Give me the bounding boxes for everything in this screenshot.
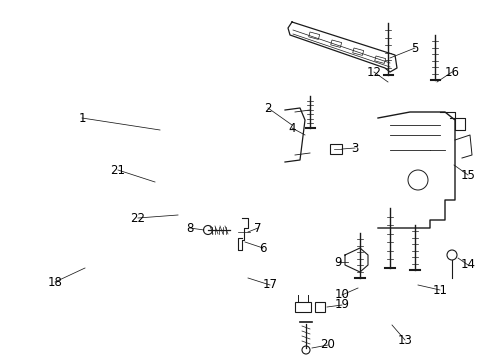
Text: 3: 3 — [351, 141, 359, 154]
Text: 18: 18 — [48, 275, 62, 288]
Text: 6: 6 — [259, 242, 267, 255]
Bar — [295, 302, 311, 312]
Text: 9: 9 — [334, 256, 342, 269]
Bar — [375, 56, 386, 63]
Text: 15: 15 — [461, 168, 475, 181]
Text: 20: 20 — [320, 338, 336, 351]
Text: 12: 12 — [367, 66, 382, 78]
Bar — [353, 48, 364, 55]
Text: 16: 16 — [444, 66, 460, 78]
Text: 4: 4 — [288, 122, 296, 135]
Text: 10: 10 — [335, 288, 349, 302]
Text: 21: 21 — [111, 163, 125, 176]
Text: 22: 22 — [130, 212, 146, 225]
Text: 8: 8 — [186, 221, 194, 234]
Bar — [309, 32, 319, 39]
Bar — [315, 302, 325, 312]
Bar — [330, 144, 342, 154]
Text: 1: 1 — [78, 112, 86, 125]
Bar — [331, 40, 342, 48]
Text: 5: 5 — [411, 41, 418, 54]
Text: 17: 17 — [263, 279, 277, 292]
Text: 13: 13 — [397, 333, 413, 346]
Text: 7: 7 — [254, 221, 262, 234]
Text: 11: 11 — [433, 284, 447, 297]
Text: 14: 14 — [461, 258, 475, 271]
Text: 2: 2 — [264, 102, 272, 114]
Text: 19: 19 — [335, 298, 349, 311]
